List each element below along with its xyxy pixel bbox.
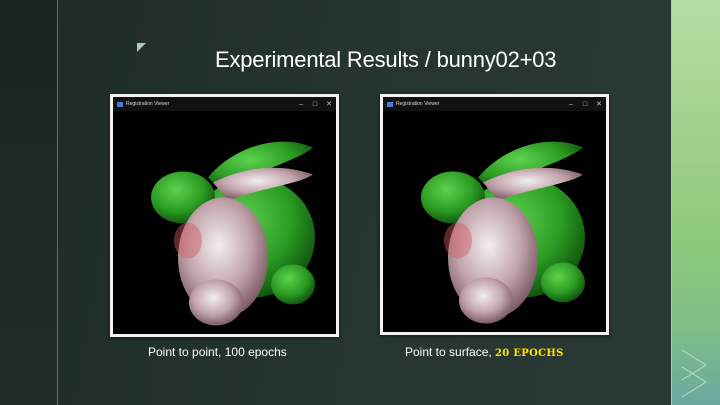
window-titlebar[interactable]: Registration Viewer – □ ✕ — [383, 97, 606, 111]
maximize-button[interactable]: □ — [312, 100, 318, 108]
app-icon — [117, 101, 123, 107]
slide-title: Experimental Results / bunny02+03 — [215, 47, 557, 72]
caption-point-to-surface: Point to surface, 20 epochs — [405, 345, 564, 359]
caption-prefix: Point to surface, — [405, 345, 496, 359]
epochs-highlight: 20 epochs — [495, 348, 564, 359]
window-title: Registration Viewer — [396, 101, 440, 107]
registration-viewer-window-2[interactable]: Registration Viewer – □ ✕ — [380, 94, 609, 335]
left-divider-line — [57, 0, 58, 405]
chevron-decoration-icon — [681, 349, 707, 398]
close-button[interactable]: ✕ — [596, 101, 602, 108]
maximize-button[interactable]: □ — [582, 100, 588, 108]
left-stripe — [0, 0, 57, 405]
right-accent-panel — [672, 0, 720, 405]
registration-viewer-window-1[interactable]: Registration Viewer – □ ✕ — [110, 94, 339, 337]
corner-triangle-icon — [137, 43, 146, 52]
window-title: Registration Viewer — [126, 101, 170, 107]
close-button[interactable]: ✕ — [326, 101, 332, 108]
caption-point-to-point: Point to point, 100 epochs — [148, 345, 287, 359]
bunny-render-1 — [151, 141, 315, 326]
window-titlebar[interactable]: Registration Viewer – □ ✕ — [113, 97, 336, 111]
minimize-button[interactable]: – — [569, 100, 573, 108]
3d-viewport[interactable] — [383, 111, 606, 332]
bunny-render-2 — [421, 141, 585, 324]
3d-viewport[interactable] — [113, 111, 336, 334]
app-icon — [387, 101, 393, 107]
right-divider-line — [671, 0, 672, 405]
minimize-button[interactable]: – — [299, 100, 303, 108]
